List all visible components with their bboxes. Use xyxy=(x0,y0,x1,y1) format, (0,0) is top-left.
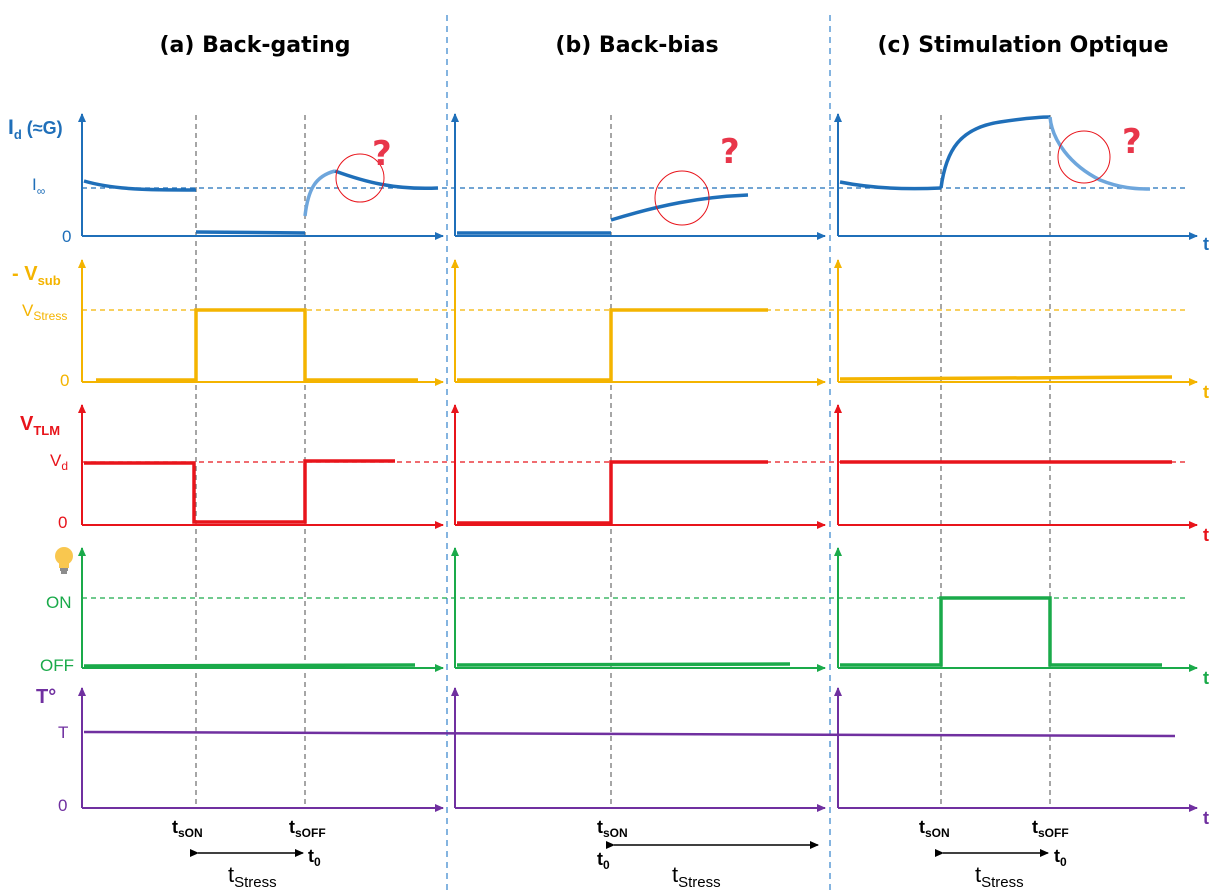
id-curve-a-hypothesis xyxy=(303,169,336,217)
temp-signal xyxy=(83,730,1176,738)
id-curve-a-recovery xyxy=(334,169,439,191)
tson-label-a: tsON xyxy=(172,817,203,840)
row-light: ON OFF t xyxy=(40,547,1209,688)
row-vsub: - Vsub VStress 0 t xyxy=(12,259,1209,402)
tstress-label-c: tStress xyxy=(975,862,1024,891)
title-back-bias: (b) Back-bias xyxy=(555,33,718,58)
vtlm-t-label: t xyxy=(1203,525,1209,545)
id-inf-label: I∞ xyxy=(32,175,45,198)
vsub-signal-b xyxy=(457,308,768,382)
question-circle-c xyxy=(1057,130,1111,184)
id-t-label: t xyxy=(1203,234,1209,254)
question-circle-a xyxy=(335,153,385,203)
vsub-signal-a xyxy=(96,308,418,382)
tstress-label-a: tStress xyxy=(228,862,277,891)
temp-axis-label: T° xyxy=(36,686,56,708)
vtlm-signal-b xyxy=(457,460,768,525)
question-mark-b: ? xyxy=(720,132,740,172)
question-mark-a: ? xyxy=(372,134,392,174)
light-signal-c xyxy=(840,596,1162,667)
t0-label-a: t0 xyxy=(308,846,321,869)
id-curve-a-initial xyxy=(83,179,197,192)
tson-label-c: tsON xyxy=(919,817,950,840)
light-signal-a xyxy=(83,663,416,668)
title-back-gating: (a) Back-gating xyxy=(159,33,350,58)
temp-t-label: t xyxy=(1203,808,1209,828)
question-circle-b xyxy=(654,170,710,226)
light-off-label: OFF xyxy=(40,656,74,675)
lightbulb-icon xyxy=(55,547,73,574)
id-curve-c-decay xyxy=(1048,116,1151,191)
t0-label-b: t0 xyxy=(597,849,610,872)
temp-zero-label: 0 xyxy=(58,796,67,815)
tson-label-b: tsON xyxy=(597,817,628,840)
temp-t-value-label: T xyxy=(58,723,68,742)
light-on-label: ON xyxy=(46,593,72,612)
vtlm-signal-a xyxy=(84,459,395,524)
id-curve-b-recovery xyxy=(610,193,749,222)
id-zero-label: 0 xyxy=(62,227,71,246)
vtlm-zero-label: 0 xyxy=(58,513,67,532)
t0-label-c: t0 xyxy=(1054,846,1067,869)
id-curve-c-illuminated xyxy=(939,115,1051,189)
title-stimulation-optique: (c) Stimulation Optique xyxy=(877,33,1168,58)
id-curve-c-initial xyxy=(839,180,942,191)
row-vtlm: VTLM Vd 0 t xyxy=(20,404,1209,545)
vsub-zero-label: 0 xyxy=(60,371,69,390)
light-t-label: t xyxy=(1203,668,1209,688)
id-axis-label: Id (≈G) xyxy=(8,116,63,142)
vsub-axis-label: - Vsub xyxy=(12,263,61,288)
vsub-signal-c xyxy=(839,375,1173,381)
timing-annotations: tsON tsOFF t0 tStress tsON t0 tStress ts… xyxy=(172,817,1069,891)
question-mark-c: ? xyxy=(1122,122,1142,162)
tsoff-label-a: tsOFF xyxy=(289,817,326,840)
vsub-t-label: t xyxy=(1203,382,1209,402)
row-temp: T° T 0 t xyxy=(36,686,1209,828)
tstress-label-b: tStress xyxy=(672,862,721,891)
light-signal-b xyxy=(456,662,791,667)
tsoff-label-c: tsOFF xyxy=(1032,817,1069,840)
row-id: Id (≈G) I∞ 0 t ? ? ? xyxy=(8,113,1209,254)
vtlm-vd-label: Vd xyxy=(50,451,68,473)
vtlm-axis-label: VTLM xyxy=(20,413,60,438)
vsub-stress-label: VStress xyxy=(22,301,67,323)
id-curve-a-stress xyxy=(195,230,306,235)
